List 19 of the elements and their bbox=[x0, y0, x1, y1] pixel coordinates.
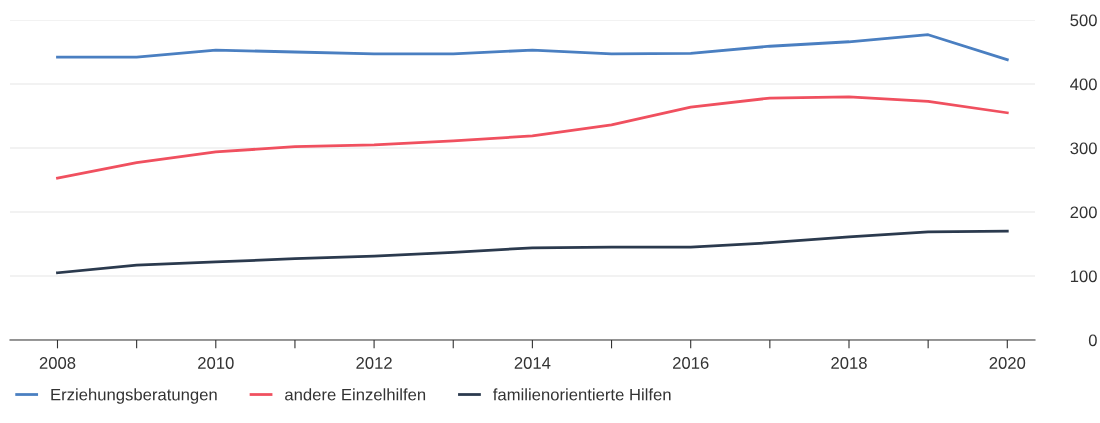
x-tick-label: 2008 bbox=[39, 357, 76, 369]
x-tick-label: 2012 bbox=[356, 357, 392, 369]
y-tick-label: 500 bbox=[1070, 14, 1097, 27]
x-tick-label: 2010 bbox=[198, 357, 234, 369]
line-series bbox=[56, 229, 1009, 275]
legend-label: andere Einzelhilfen bbox=[285, 388, 426, 401]
x-tick-label: 2020 bbox=[989, 357, 1026, 369]
y-tick-label: 400 bbox=[1070, 78, 1097, 91]
x-tick-label: 2018 bbox=[831, 357, 867, 369]
line-series bbox=[56, 95, 1009, 180]
y-tick-label: 200 bbox=[1070, 206, 1097, 219]
y-tick-label: 300 bbox=[1070, 142, 1097, 155]
y-tick-label: 100 bbox=[1070, 270, 1097, 283]
legend-label: familienorientierte Hilfen bbox=[493, 388, 671, 401]
y-tick-label: 0 bbox=[1088, 334, 1097, 347]
line-series bbox=[56, 33, 1009, 62]
x-tick-label: 2016 bbox=[673, 357, 709, 369]
legend-label: Erziehungsberatungen bbox=[51, 388, 217, 404]
x-tick-label: 2014 bbox=[514, 357, 551, 369]
